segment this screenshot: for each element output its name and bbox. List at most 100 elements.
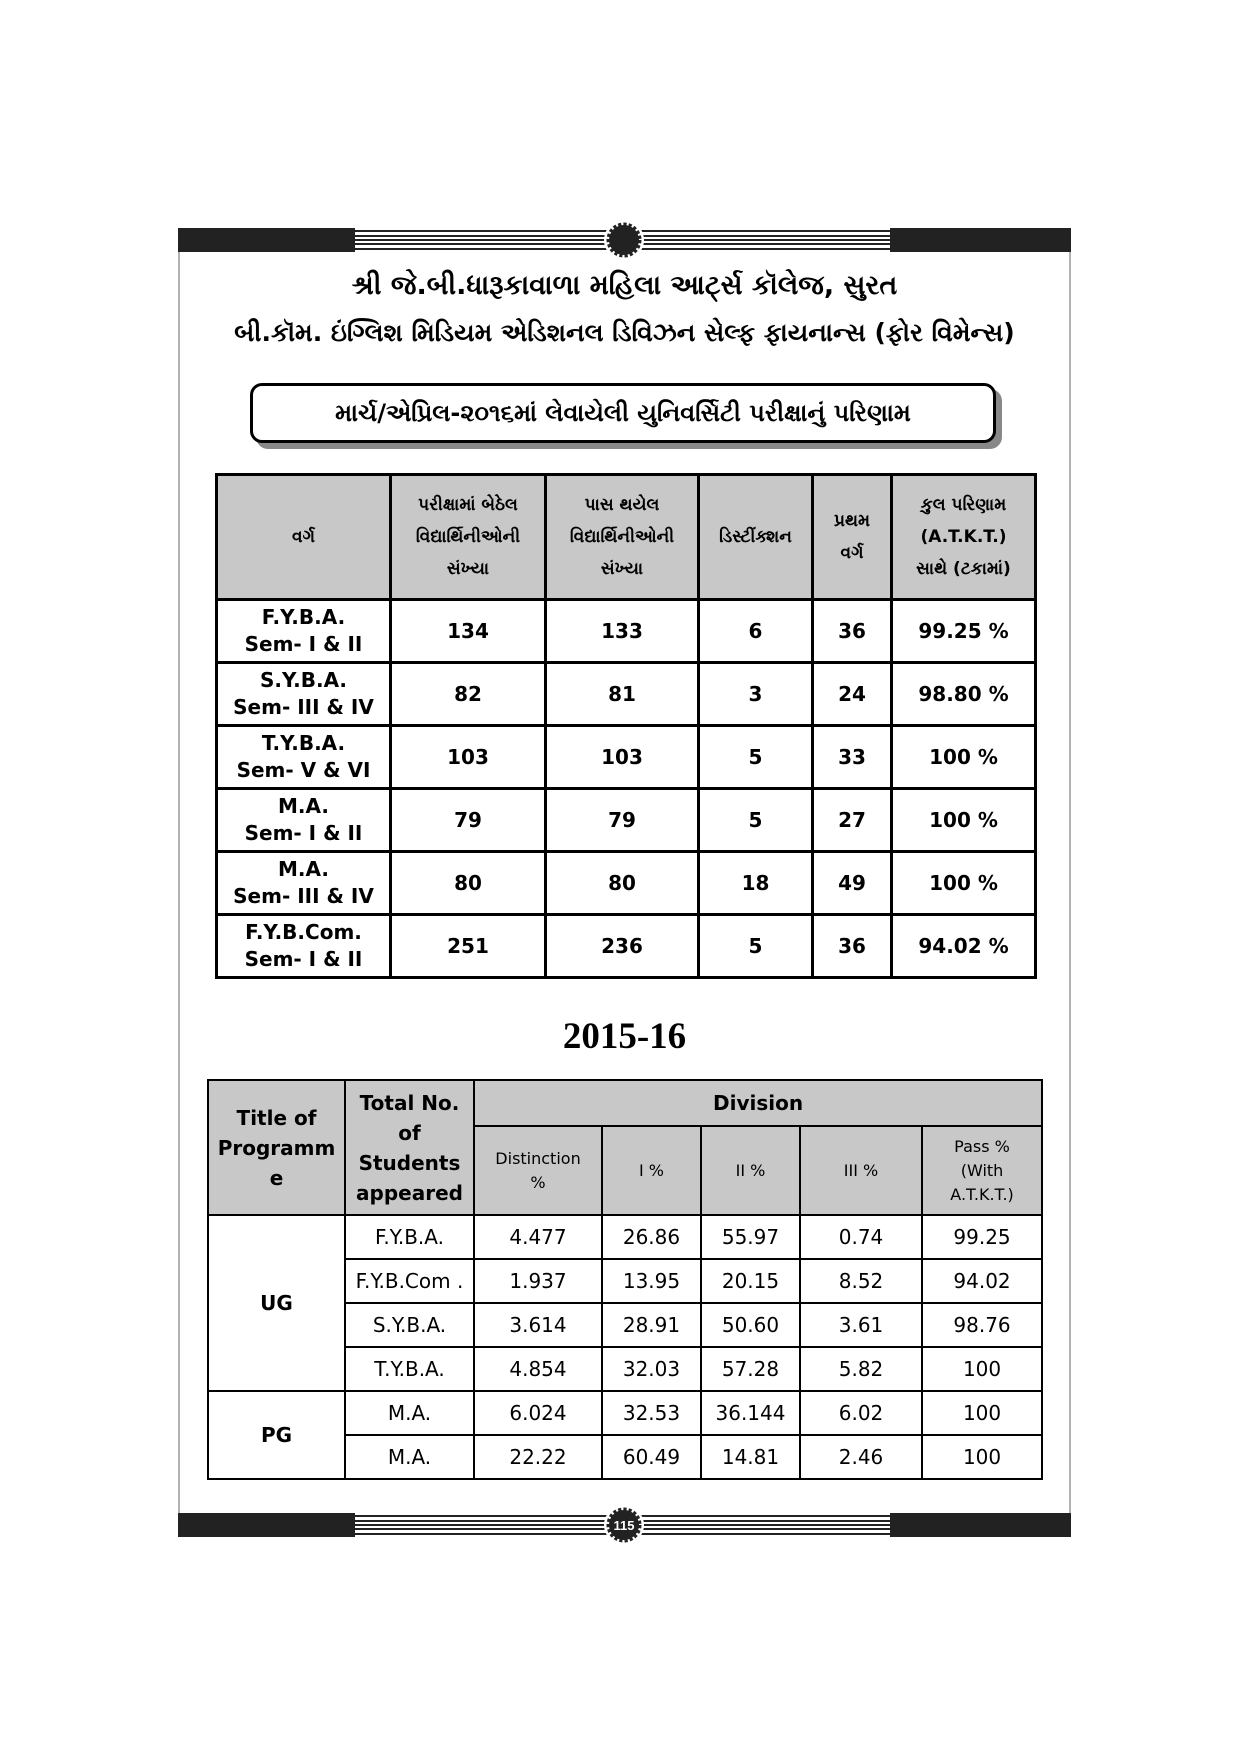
cell: 55.97 bbox=[700, 1214, 801, 1260]
cell: 5 bbox=[697, 724, 814, 790]
text-line: M.A. bbox=[278, 794, 329, 818]
row: S.Y.B.A. 3.614 28.91 50.60 3.61 98.76 bbox=[208, 1302, 1044, 1348]
text-line: Sem- I & II bbox=[244, 632, 363, 656]
text-line: of bbox=[398, 1120, 421, 1145]
text-line: વિદ્યાર્થિનીઓની bbox=[569, 526, 675, 547]
cell: 236 bbox=[544, 913, 700, 979]
row: F.Y.B.A. Sem- I & II 134 133 6 36 99.25 % bbox=[215, 598, 1037, 664]
text-line: સંખ્યા bbox=[446, 559, 490, 580]
text-line: પરીક્ષામાં બેઠેલ bbox=[418, 494, 518, 515]
cell: 99.25 % bbox=[890, 598, 1037, 664]
header-cell: Total No. of Students appeared bbox=[344, 1079, 475, 1216]
text-line: વિદ્યાર્થિનીઓની bbox=[415, 526, 521, 547]
college-title: શ્રી જે.બી.ધારૂકાવાળા મહિલા આર્ટ્સ કૉલેજ… bbox=[351, 270, 898, 301]
cell: 134 bbox=[389, 598, 547, 664]
cell: 81 bbox=[544, 661, 700, 727]
cell: 80 bbox=[389, 850, 547, 916]
class-cell: S.Y.B.A. Sem- III & IV bbox=[215, 661, 392, 727]
class-cell: F.Y.B.A. Sem- I & II bbox=[215, 598, 392, 664]
cell: 103 bbox=[544, 724, 700, 790]
cell: 80 bbox=[544, 850, 700, 916]
cell: 49 bbox=[811, 850, 893, 916]
cell: 2.46 bbox=[799, 1434, 923, 1480]
text-line: Title of bbox=[236, 1105, 317, 1130]
subheader-cell: Distinction% bbox=[473, 1125, 603, 1216]
subheader-cell: Pass % (With A.T.K.T.) bbox=[920, 1125, 1044, 1216]
cell: 82 bbox=[389, 661, 547, 727]
class-cell: F.Y.B.Com. Sem- I & II bbox=[215, 913, 392, 979]
cell: F.Y.B.Com . bbox=[344, 1258, 475, 1304]
cell: M.A. bbox=[344, 1390, 475, 1436]
cell: 4.477 bbox=[473, 1214, 603, 1260]
cell: 6.024 bbox=[473, 1390, 603, 1436]
cell: 26.86 bbox=[601, 1214, 702, 1260]
row: M.A. Sem- III & IV 80 80 18 49 100 % bbox=[215, 850, 1037, 916]
text-line: Distinction bbox=[495, 1148, 581, 1168]
cell: 27 bbox=[811, 787, 893, 853]
cell: M.A. bbox=[344, 1434, 475, 1480]
cell: 5 bbox=[697, 913, 814, 979]
cell: 3.61 bbox=[799, 1302, 923, 1348]
text-line: Sem- V & VI bbox=[236, 758, 371, 782]
cell: 50.60 bbox=[700, 1302, 801, 1348]
division-title: બી.કૉમ. ઇંગ્લિશ મિડિયમ એડિશનલ ડિવિઝન સેલ… bbox=[234, 318, 1015, 347]
cell: 60.49 bbox=[601, 1434, 702, 1480]
cell: 6 bbox=[697, 598, 814, 664]
text-line: I % bbox=[638, 1160, 664, 1180]
cell: 24 bbox=[811, 661, 893, 727]
result-title: માર્ચ/એપ્રિલ-૨૦૧૬માં લેવાયેલી યુનિવર્સિટ… bbox=[250, 383, 996, 443]
group-cell: PG bbox=[207, 1390, 346, 1480]
text-line: વર્ગ bbox=[291, 526, 315, 547]
text-line: પ્રથમ bbox=[833, 510, 871, 531]
text-line: (With bbox=[960, 1160, 1004, 1180]
text-line: appeared bbox=[356, 1180, 463, 1205]
class-cell: T.Y.B.A. Sem- V & VI bbox=[215, 724, 392, 790]
text-line: A.T.K.T.) bbox=[950, 1184, 1014, 1204]
text-line: e bbox=[269, 1165, 284, 1190]
row: M.A. Sem- I & II 79 79 5 27 100 % bbox=[215, 787, 1037, 853]
cell: 100 bbox=[920, 1390, 1044, 1436]
cell: 36 bbox=[811, 598, 893, 664]
text-line: Pass % bbox=[954, 1136, 1010, 1156]
cell: 100 % bbox=[890, 787, 1037, 853]
cell: 33 bbox=[811, 724, 893, 790]
text-line: % bbox=[530, 1172, 546, 1192]
cell: 4.854 bbox=[473, 1346, 603, 1392]
cell: 13.95 bbox=[601, 1258, 702, 1304]
cell: 36.144 bbox=[700, 1390, 801, 1436]
text-line: પાસ થયેલ bbox=[584, 494, 660, 515]
text-line: F.Y.B.A. bbox=[261, 605, 346, 629]
subheader-cell: I % bbox=[601, 1125, 702, 1216]
cell: 14.81 bbox=[700, 1434, 801, 1480]
cell: 94.02 bbox=[920, 1258, 1044, 1304]
cell: 100 bbox=[920, 1434, 1044, 1480]
year-heading: 2015-16 bbox=[562, 1016, 687, 1057]
bottom-bar: 115 bbox=[178, 1505, 1071, 1545]
row: T.Y.B.A. 4.854 32.03 57.28 5.82 100 bbox=[208, 1346, 1044, 1392]
cell: 251 bbox=[389, 913, 547, 979]
cell: 100 bbox=[920, 1346, 1044, 1392]
header-cell: ડિસ્ટીંક્શન bbox=[697, 473, 814, 601]
cell: 79 bbox=[389, 787, 547, 853]
cell: 99.25 bbox=[920, 1214, 1044, 1260]
cell: F.Y.B.A. bbox=[344, 1214, 475, 1260]
header-cell: Title of Programm e bbox=[207, 1079, 346, 1216]
text-line: સંખ્યા bbox=[600, 559, 644, 580]
cell: 8.52 bbox=[799, 1258, 923, 1304]
cell: 3 bbox=[697, 661, 814, 727]
class-cell: M.A. Sem- I & II bbox=[215, 787, 392, 853]
text-line: Programm bbox=[217, 1135, 336, 1160]
division-table: Title of Programm e Total No. of Students appe… bbox=[207, 1079, 1044, 1480]
cell: 28.91 bbox=[601, 1302, 702, 1348]
cell: 6.02 bbox=[799, 1390, 923, 1436]
cell: 133 bbox=[544, 598, 700, 664]
cell: 18 bbox=[697, 850, 814, 916]
row: UG F.Y.B.A. 4.477 26.86 55.97 0.74 99.25 bbox=[207, 1214, 1044, 1392]
row: S.Y.B.A. Sem- III & IV 82 81 3 24 98.80 % bbox=[215, 661, 1037, 727]
text-line: વર્ગ bbox=[840, 543, 864, 563]
text-line: F.Y.B.Com. bbox=[245, 920, 362, 944]
cell: 57.28 bbox=[700, 1346, 801, 1392]
header-cell: કુલ પરિણામ (A.T.K.T.) સાથે (ટકામાં) bbox=[890, 473, 1037, 601]
text-line: Total No. bbox=[359, 1090, 460, 1115]
